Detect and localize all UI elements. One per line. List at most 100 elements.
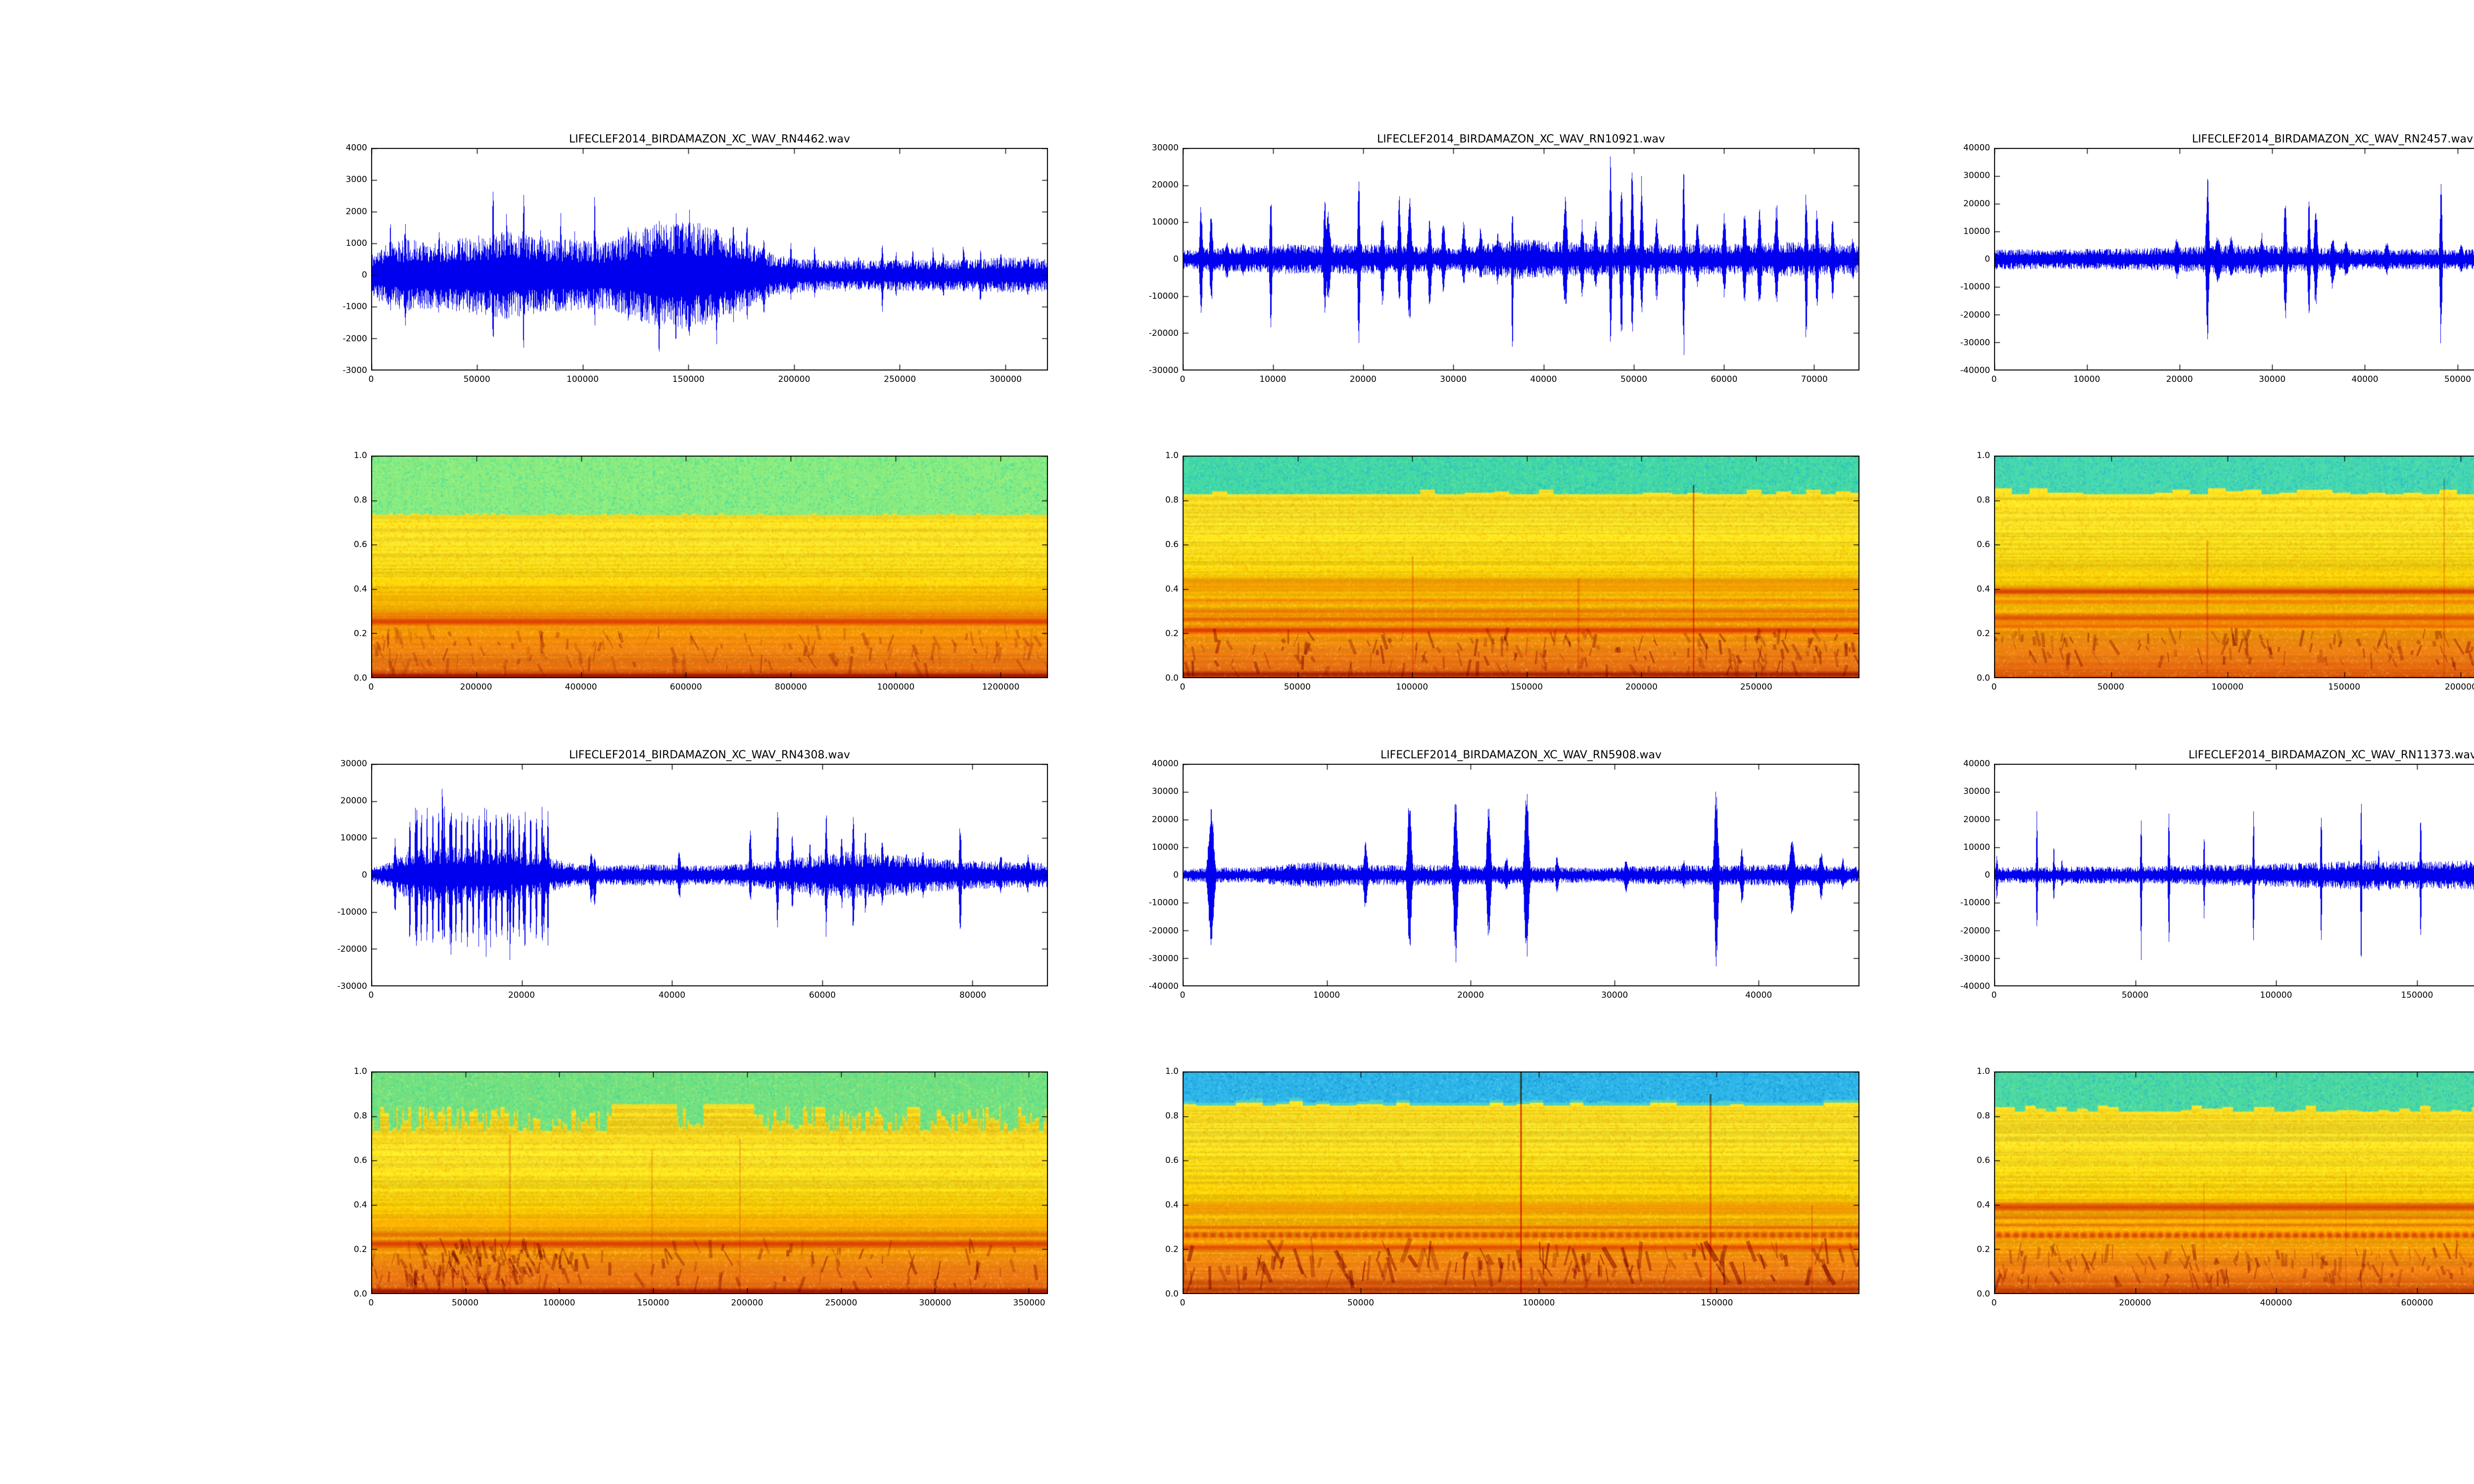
y-tick-label: 0.6: [1165, 540, 1179, 550]
y-tick-label: -30000: [1960, 337, 1990, 348]
y-tick-label: 0.2: [353, 629, 367, 639]
y-tick-label: 0.2: [353, 1245, 367, 1254]
subplot-spectrogram-rn4308: 0 50000 100000 150000 200000 250000 300000 3500…: [354, 1067, 1048, 1308]
subplot-waveform-rn4462: LIFECLEF2014_BIRDAMAZON_XC_WAV_RN4462.wa…: [343, 133, 1048, 384]
x-tick-label: 20000: [508, 990, 535, 1000]
subplot-spectrogram-rn11373: 02000004000006000008000001.00.80.60.40.2…: [1977, 1067, 2474, 1308]
subplot-waveform-rn10921: LIFECLEF2014_BIRDAMAZON_XC_WAV_RN10921.w…: [1149, 133, 1859, 384]
y-tick-label: 40000: [1151, 759, 1179, 769]
spectrogram-canvas: [1994, 1071, 2474, 1294]
x-tick-label: 300000: [919, 1298, 952, 1308]
y-tick-label: 10000: [1963, 842, 1990, 852]
y-tick-label: 0.4: [1165, 584, 1179, 594]
x-tick-label: 150000: [1511, 682, 1543, 692]
x-tick-label: 250000: [1740, 682, 1772, 692]
x-tick-label: 300000: [990, 374, 1022, 384]
x-tick-label: 10000: [2073, 374, 2100, 384]
y-tick-label: 0.2: [1976, 629, 1990, 639]
x-tick-label: 200000: [1625, 682, 1658, 692]
x-tick-label: 30000: [2259, 374, 2286, 384]
y-tick-label: 30000: [340, 759, 367, 769]
y-tick-label: 0.4: [353, 584, 367, 594]
subplot-spectrogram-rn2457: 0500001000001500002000002500001.00.80.60…: [1977, 451, 2474, 692]
y-tick-label: 20000: [1151, 814, 1179, 825]
x-tick-label: 70000: [1801, 374, 1828, 384]
waveform-canvas: [371, 764, 1048, 986]
y-tick-label: 0.8: [1165, 495, 1179, 505]
plot-title: LIFECLEF2014_BIRDAMAZON_XC_WAV_RN5908.wa…: [1380, 749, 1662, 761]
waveform-canvas: [1183, 148, 1859, 371]
x-tick-label: 100000: [567, 374, 599, 384]
x-tick-label: 20000: [1457, 990, 1484, 1000]
y-tick-label: 1000: [345, 238, 367, 248]
x-tick-label: 100000: [543, 1298, 575, 1308]
y-tick-label: 0: [1985, 870, 1990, 880]
x-tick-label: 400000: [565, 682, 597, 692]
subplot-waveform-rn4308: LIFECLEF2014_BIRDAMAZON_XC_WAV_RN4308.wa…: [337, 749, 1048, 1000]
y-tick-label: 0.8: [1165, 1111, 1179, 1121]
waveform-canvas: [1183, 764, 1859, 986]
spectrogram-canvas: [371, 1071, 1048, 1294]
x-tick-label: 0: [368, 1298, 374, 1308]
x-tick-label: 50000: [2097, 682, 2124, 692]
y-tick-label: 0.2: [1976, 1245, 1990, 1254]
y-tick-label: -40000: [1148, 981, 1179, 991]
plot-title: LIFECLEF2014_BIRDAMAZON_XC_WAV_RN11373.w…: [2188, 749, 2474, 761]
y-tick-label: 1.0: [1976, 451, 1990, 461]
y-tick-label: -30000: [1148, 366, 1179, 375]
x-tick-label: 60000: [1711, 374, 1738, 384]
y-tick-label: 20000: [340, 796, 367, 806]
x-tick-label: 600000: [2401, 1298, 2433, 1308]
x-tick-label: 100000: [2211, 682, 2244, 692]
x-tick-label: 0: [1991, 374, 1997, 384]
y-tick-label: 0.8: [1976, 495, 1990, 505]
plot-title: LIFECLEF2014_BIRDAMAZON_XC_WAV_RN4462.wa…: [569, 133, 851, 145]
y-tick-label: 30000: [1151, 143, 1179, 153]
x-tick-label: 0: [1180, 1298, 1186, 1308]
y-tick-label: 2000: [345, 206, 367, 217]
x-tick-label: 350000: [1013, 1298, 1046, 1308]
x-tick-label: 50000: [463, 374, 490, 384]
x-tick-label: 400000: [2260, 1298, 2292, 1308]
y-tick-label: 0.8: [1976, 1111, 1990, 1121]
y-tick-label: 0.6: [353, 1156, 367, 1165]
y-tick-label: -30000: [1148, 953, 1179, 964]
y-tick-label: 0.6: [1976, 1156, 1990, 1165]
x-tick-label: 200000: [2119, 1298, 2151, 1308]
waveform-canvas: [371, 148, 1048, 371]
y-tick-label: 0.0: [1976, 1289, 1990, 1299]
plot-title: LIFECLEF2014_BIRDAMAZON_XC_WAV_RN10921.w…: [1377, 133, 1665, 145]
y-tick-label: 1.0: [1976, 1067, 1990, 1076]
x-tick-label: 10000: [1259, 374, 1286, 384]
x-tick-label: 150000: [637, 1298, 669, 1308]
y-tick-label: 0.2: [1165, 629, 1179, 639]
spectrogram-canvas: [1183, 1071, 1859, 1294]
y-tick-label: 0.8: [353, 495, 367, 505]
y-tick-label: -10000: [1148, 291, 1179, 301]
y-tick-label: 0.4: [1976, 584, 1990, 594]
y-tick-label: 40000: [1963, 759, 1990, 769]
y-tick-label: 0.0: [1165, 1289, 1179, 1299]
plot-title: LIFECLEF2014_BIRDAMAZON_XC_WAV_RN2457.wa…: [2191, 133, 2474, 145]
subplot-spectrogram-rn10921: 0 50000 100000 150000 200000 250000 1.0 0.8 0.6 0…: [1165, 451, 1859, 692]
y-tick-label: 40000: [1963, 143, 1990, 153]
x-tick-label: 0: [1991, 682, 1997, 692]
x-tick-label: 0: [1180, 374, 1186, 384]
x-tick-label: 150000: [2328, 682, 2361, 692]
subplot-waveform-rn11373: LIFECLEF2014_BIRDAMAZON_XC_WAV_RN11373.w…: [1960, 749, 2474, 1000]
y-tick-label: 0.8: [353, 1111, 367, 1121]
x-tick-label: 40000: [658, 990, 686, 1000]
x-tick-label: 0: [368, 682, 374, 692]
x-tick-label: 150000: [672, 374, 705, 384]
y-tick-label: -30000: [1960, 953, 1990, 964]
y-tick-label: 1.0: [1165, 1067, 1179, 1076]
y-tick-label: 0: [1985, 254, 1990, 264]
x-tick-label: 0: [1180, 682, 1186, 692]
subplot-spectrogram-rn5908: 0 50000 100000 150000 1.0 0.8 0.6 0.4 0.2 0.0: [1165, 1067, 1859, 1308]
x-tick-label: 40000: [2351, 374, 2379, 384]
y-tick-label: 0: [362, 270, 367, 280]
x-tick-label: 800000: [774, 682, 807, 692]
spectrogram-canvas: [1994, 456, 2474, 678]
y-tick-label: 10000: [340, 833, 367, 843]
x-tick-label: 50000: [2444, 374, 2472, 384]
